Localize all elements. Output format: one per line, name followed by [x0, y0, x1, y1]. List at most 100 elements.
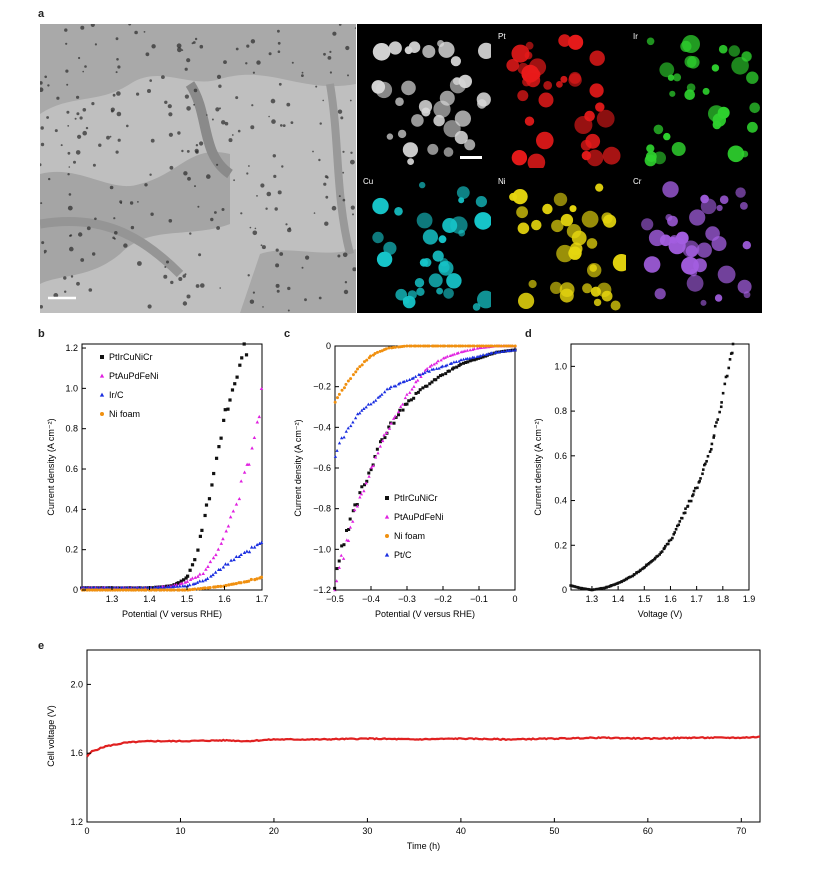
data-point — [405, 392, 409, 396]
data-point — [405, 344, 409, 348]
data-point — [620, 580, 624, 583]
data-point — [169, 584, 173, 588]
data-point — [219, 541, 224, 545]
x-tick-label: 1.9 — [743, 594, 756, 604]
data-point — [705, 459, 708, 463]
data-point — [255, 577, 259, 581]
data-point — [399, 405, 403, 409]
data-point — [493, 344, 497, 348]
data-point — [257, 414, 262, 419]
data-point — [118, 586, 122, 590]
data-point — [365, 358, 369, 362]
data-point — [425, 384, 429, 388]
data-point — [98, 588, 102, 592]
data-point — [455, 365, 459, 369]
x-tick-label: 50 — [549, 826, 559, 836]
data-point — [427, 369, 432, 373]
data-point — [696, 486, 699, 490]
legend-label: Pt/C — [394, 550, 412, 560]
data-point — [365, 479, 369, 483]
data-point — [686, 504, 690, 508]
eds-map-label: Cu — [363, 176, 374, 186]
data-point — [479, 354, 483, 358]
data-point — [360, 408, 364, 412]
data-point — [407, 399, 411, 403]
data-point — [659, 551, 663, 554]
data-point — [472, 355, 476, 359]
y-axis-label: Current density (A cm⁻²) — [533, 418, 543, 515]
data-point — [569, 584, 572, 587]
x-axis-label: Potential (V versus RHE) — [375, 609, 475, 619]
data-point — [196, 574, 200, 578]
legend-entry: Pt/C — [384, 550, 412, 560]
data-point — [703, 462, 707, 466]
data-point — [393, 345, 397, 349]
legend-label: PtIrCuNiCr — [109, 352, 153, 362]
data-point — [677, 523, 681, 527]
data-point — [581, 587, 585, 590]
data-point — [497, 350, 501, 354]
data-point — [465, 356, 470, 360]
data-point — [674, 527, 678, 531]
data-point — [614, 582, 618, 586]
data-point — [398, 408, 402, 412]
data-point — [419, 344, 423, 348]
data-point — [672, 532, 676, 536]
y-tick-label: 0.6 — [65, 464, 78, 474]
y-tick-label: 1.0 — [65, 383, 78, 393]
data-point — [105, 586, 110, 590]
data-point — [364, 481, 368, 485]
data-point — [713, 424, 717, 428]
data-point — [180, 588, 185, 592]
data-point — [359, 492, 364, 496]
series-ni-foam — [80, 575, 264, 592]
data-point — [375, 447, 379, 451]
data-point — [436, 359, 440, 363]
legend-entry: PtIrCuNiCr — [385, 493, 438, 503]
data-point — [257, 541, 262, 546]
data-point — [259, 386, 264, 390]
data-point — [445, 354, 449, 358]
data-point — [154, 585, 158, 589]
data-point — [639, 568, 642, 572]
data-point — [108, 588, 112, 592]
data-point — [217, 445, 221, 449]
data-point — [389, 421, 393, 425]
data-point — [667, 539, 671, 543]
data-point — [419, 375, 423, 379]
data-point — [244, 353, 249, 357]
panel-a-label: a — [38, 8, 45, 20]
data-point — [240, 356, 244, 360]
series-ptircunicr — [333, 348, 517, 590]
panel-d-label: d — [525, 328, 532, 340]
data-point — [396, 410, 401, 414]
data-point — [456, 351, 460, 355]
data-point — [176, 581, 180, 585]
data-point — [392, 416, 396, 420]
data-point — [378, 444, 382, 448]
chart-b: 1.3 1.4 1.5 1.6 1.7 0 0.2 0.4 0.6 0.8 1.0 1.2 Potent… — [46, 342, 268, 619]
data-point — [428, 382, 432, 386]
data-point — [249, 545, 254, 549]
eds-map-label: Pt — [498, 32, 506, 41]
data-point — [85, 585, 89, 590]
eds-map-label: Ir — [633, 32, 638, 41]
data-point — [198, 572, 202, 576]
data-point — [385, 534, 389, 538]
data-point — [348, 517, 352, 521]
data-point — [613, 583, 616, 586]
data-point — [701, 468, 705, 471]
data-point — [573, 585, 576, 588]
data-point — [383, 390, 387, 394]
data-point — [88, 585, 92, 590]
data-point — [354, 370, 358, 374]
data-point — [414, 391, 418, 395]
data-point — [387, 426, 392, 430]
legend-entry: PtAuPdFeNi — [384, 512, 444, 522]
data-point — [438, 374, 442, 378]
legend-label: Ni foam — [109, 409, 140, 419]
data-point — [472, 344, 476, 348]
data-point — [204, 567, 208, 571]
data-point — [481, 355, 485, 359]
y-tick-label: 0.2 — [65, 545, 78, 555]
